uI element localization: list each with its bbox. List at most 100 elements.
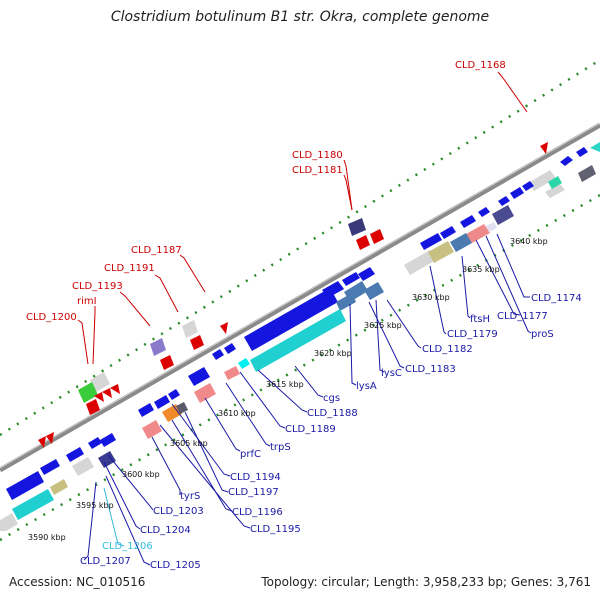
gene-forward [450,233,472,252]
gene-label: prfC [240,449,261,460]
kbp-label: 3610 kbp [218,409,256,418]
gene-label: CLD_1180 [292,150,343,161]
gene-reverse [370,229,384,244]
gene-reverse [46,432,54,444]
gene-reverse [94,392,104,402]
gene-label: CLD_1203 [153,506,204,517]
gene-forward [66,447,84,462]
gene-forward [142,420,162,439]
gene-label: lysA [356,381,377,392]
gene-label: proS [531,329,554,340]
gene-forward [510,187,524,199]
gene-reverse [190,335,204,350]
gene-reverse [38,436,46,448]
gene-label: CLD_1188 [307,408,358,419]
kbp-label: 3595 kbp [76,501,114,510]
gene-forward [478,207,490,217]
gene-forward [238,358,250,369]
kbp-label: 3620 kbp [314,349,352,358]
kbp-label: 3630 kbp [412,293,450,302]
gene-forward [548,176,562,189]
gene-forward [168,389,180,400]
gene-forward [154,395,170,409]
gene-forward [498,196,510,206]
gene-forward [404,250,436,275]
gene-forward [50,479,68,495]
genome-backbone [0,122,600,473]
gene-forward [336,293,356,311]
gene-label: CLD_1194 [230,472,281,483]
gene-label: ftsH [470,314,490,325]
gene-reverse [182,320,198,338]
gene-forward [492,205,514,225]
kbp-label: 3590 kbp [28,533,66,542]
gene-label: CLD_1168 [455,60,506,71]
gene-reverse [356,235,370,250]
gene-forward [224,366,240,380]
gene-forward [486,222,497,232]
gene-label: CLD_1197 [228,487,279,498]
gene-forward [224,343,236,354]
gene-label: CLD_1193 [72,281,123,292]
gene-label: CLD_1207 [80,556,131,567]
gene-forward [590,142,600,152]
kbp-label: 3640 kbp [510,237,548,246]
gene-forward [250,309,346,372]
gene-forward [560,156,573,166]
gene-label: lysC [381,368,402,379]
gene-label: trpS [270,442,291,453]
gene-label: CLD_1191 [104,263,155,274]
gene-reverse [160,355,174,370]
gene-reverse [86,399,100,415]
map-title: Clostridium botulinum B1 str. Okra, comp… [110,9,490,25]
gene-label: CLD_1196 [232,507,283,518]
gene-label: CLD_1206 [102,541,153,552]
top-gene-labels: CLD_1168 CLD_1180 CLD_1181 CLD_1187 CLD_… [26,60,506,323]
gene-forward [342,272,360,286]
gene-label: CLD_1187 [131,245,182,256]
bottom-leaders [83,233,532,566]
gene-forward [466,224,490,243]
gene-forward [138,403,154,417]
gene-label: cgs [323,393,340,404]
outer-dotted-track [0,58,600,437]
gene-forward [545,184,565,198]
accession-text: Accession: NC_010516 [9,575,146,589]
gene-forward [460,215,476,228]
gene-forward [522,181,534,191]
gene-forward [420,233,442,250]
kbp-label: 3635 kbp [462,265,500,274]
gene-reverse [78,382,98,403]
gene-forward [528,170,556,191]
gene-forward [0,513,18,531]
reverse-genes [38,142,548,448]
gene-reverse [110,384,120,394]
kbp-label: 3605 kbp [170,439,208,448]
gene-forward [428,241,454,263]
gene-forward [176,402,188,414]
gene-label: CLD_1205 [150,560,201,571]
gene-forward [188,367,210,386]
gene-reverse [102,388,112,398]
gene-label: CLD_1181 [292,165,343,176]
gene-forward [98,451,116,468]
bottom-gene-labels: CLD_1174 proS CLD_1177 ftsH CLD_1179 CLD… [80,293,582,571]
gene-forward [12,489,54,520]
gene-forward [440,226,456,239]
gene-reverse [90,372,110,392]
kbp-labels: 3590 kbp 3595 kbp 3600 kbp 3605 kbp 3610… [28,237,548,542]
gene-forward [100,433,116,447]
gene-forward [578,165,596,182]
gene-reverse [150,338,166,356]
gene-forward [40,459,60,475]
genome-info-text: Topology: circular; Length: 3,958,233 bp… [261,575,591,589]
gene-reverse [220,322,228,334]
forward-genes [0,142,600,531]
gene-label: CLD_1204 [140,525,191,536]
gene-label: CLD_1174 [531,293,582,304]
gene-label: CLD_1200 [26,312,77,323]
gene-forward [358,267,375,281]
gene-forward [194,383,216,403]
gene-forward [576,147,588,157]
